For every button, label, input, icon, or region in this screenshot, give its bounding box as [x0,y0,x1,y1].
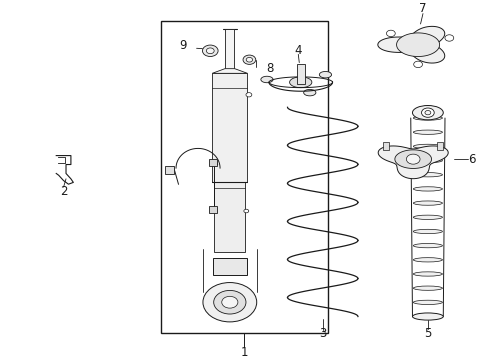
Bar [436,142,442,150]
Ellipse shape [411,313,442,320]
Ellipse shape [412,314,442,319]
Circle shape [213,291,245,314]
Ellipse shape [412,243,442,248]
Ellipse shape [412,144,442,149]
Circle shape [245,93,251,97]
Ellipse shape [412,215,442,220]
Ellipse shape [412,300,442,305]
Polygon shape [377,26,444,63]
Bar [161,22,327,333]
Polygon shape [212,257,246,275]
Ellipse shape [412,286,442,290]
Ellipse shape [260,76,272,83]
Polygon shape [396,33,439,57]
Circle shape [444,35,453,41]
Ellipse shape [319,71,331,78]
Circle shape [413,61,422,68]
Polygon shape [289,77,311,87]
Polygon shape [377,146,447,179]
Text: 5: 5 [423,327,431,340]
Circle shape [424,111,430,115]
Bar [296,64,304,84]
Text: 7: 7 [418,3,426,15]
Circle shape [244,209,248,213]
Circle shape [246,57,252,62]
Ellipse shape [412,229,442,234]
Circle shape [421,108,433,117]
Bar [209,206,216,213]
Ellipse shape [412,272,442,276]
Text: 4: 4 [294,44,302,57]
Circle shape [202,45,218,57]
Ellipse shape [303,89,315,96]
Polygon shape [212,73,247,183]
Ellipse shape [412,201,442,205]
Ellipse shape [412,172,442,177]
Polygon shape [212,69,247,73]
Polygon shape [394,150,430,168]
Text: 3: 3 [318,327,326,340]
Circle shape [206,48,214,54]
Text: 1: 1 [240,346,248,359]
Polygon shape [214,183,245,252]
Circle shape [243,55,255,64]
Circle shape [221,296,237,308]
Polygon shape [225,29,234,69]
Text: 9: 9 [179,39,187,52]
Ellipse shape [412,187,442,191]
Ellipse shape [412,158,442,163]
Ellipse shape [412,116,442,120]
Circle shape [203,283,256,322]
Bar [209,159,216,166]
Text: 2: 2 [60,185,67,198]
Text: 6: 6 [467,153,475,166]
Bar [383,142,388,150]
Polygon shape [164,166,173,174]
Ellipse shape [411,105,442,120]
Ellipse shape [412,258,442,262]
Ellipse shape [412,130,442,134]
Circle shape [406,154,419,164]
Text: 8: 8 [265,62,273,75]
Circle shape [386,30,394,37]
